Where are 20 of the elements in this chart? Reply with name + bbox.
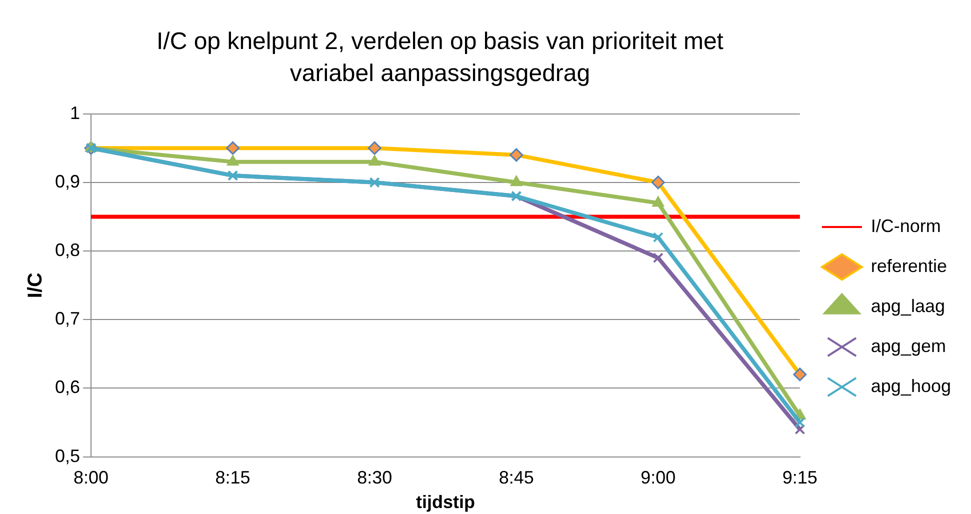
legend-label: referentie <box>870 256 947 276</box>
legend-label: apg_gem <box>870 336 946 356</box>
x-tick-label: 9:15 <box>782 468 818 488</box>
x-tick-label: 8:00 <box>74 468 109 488</box>
y-tick-label: 0,6 <box>54 377 80 398</box>
y-axis-title: I/C <box>24 272 47 298</box>
y-tick-label: 0,7 <box>54 308 80 329</box>
x-tick-label: 8:45 <box>498 468 534 488</box>
x-axis-title: tijdstip <box>416 492 475 512</box>
y-tick-label: 0,8 <box>54 240 80 260</box>
y-tick-label: 0,5 <box>54 446 80 466</box>
legend-label: apg_hoog <box>870 376 952 396</box>
y-tick-label: 0,9 <box>54 171 80 192</box>
x-tick-label: 9:00 <box>640 468 676 488</box>
x-tick-label: 8:15 <box>215 468 250 488</box>
x-tick-label: 8:30 <box>357 468 392 488</box>
legend-label: apg_laag <box>870 296 945 316</box>
chart-title: I/C op knelpunt 2, verdelen op basis van prioriteit met variabel aanpassingsgedrag <box>156 27 724 89</box>
legend-label: I/C-norm <box>870 216 941 236</box>
y-tick-label: 1 <box>70 102 80 123</box>
